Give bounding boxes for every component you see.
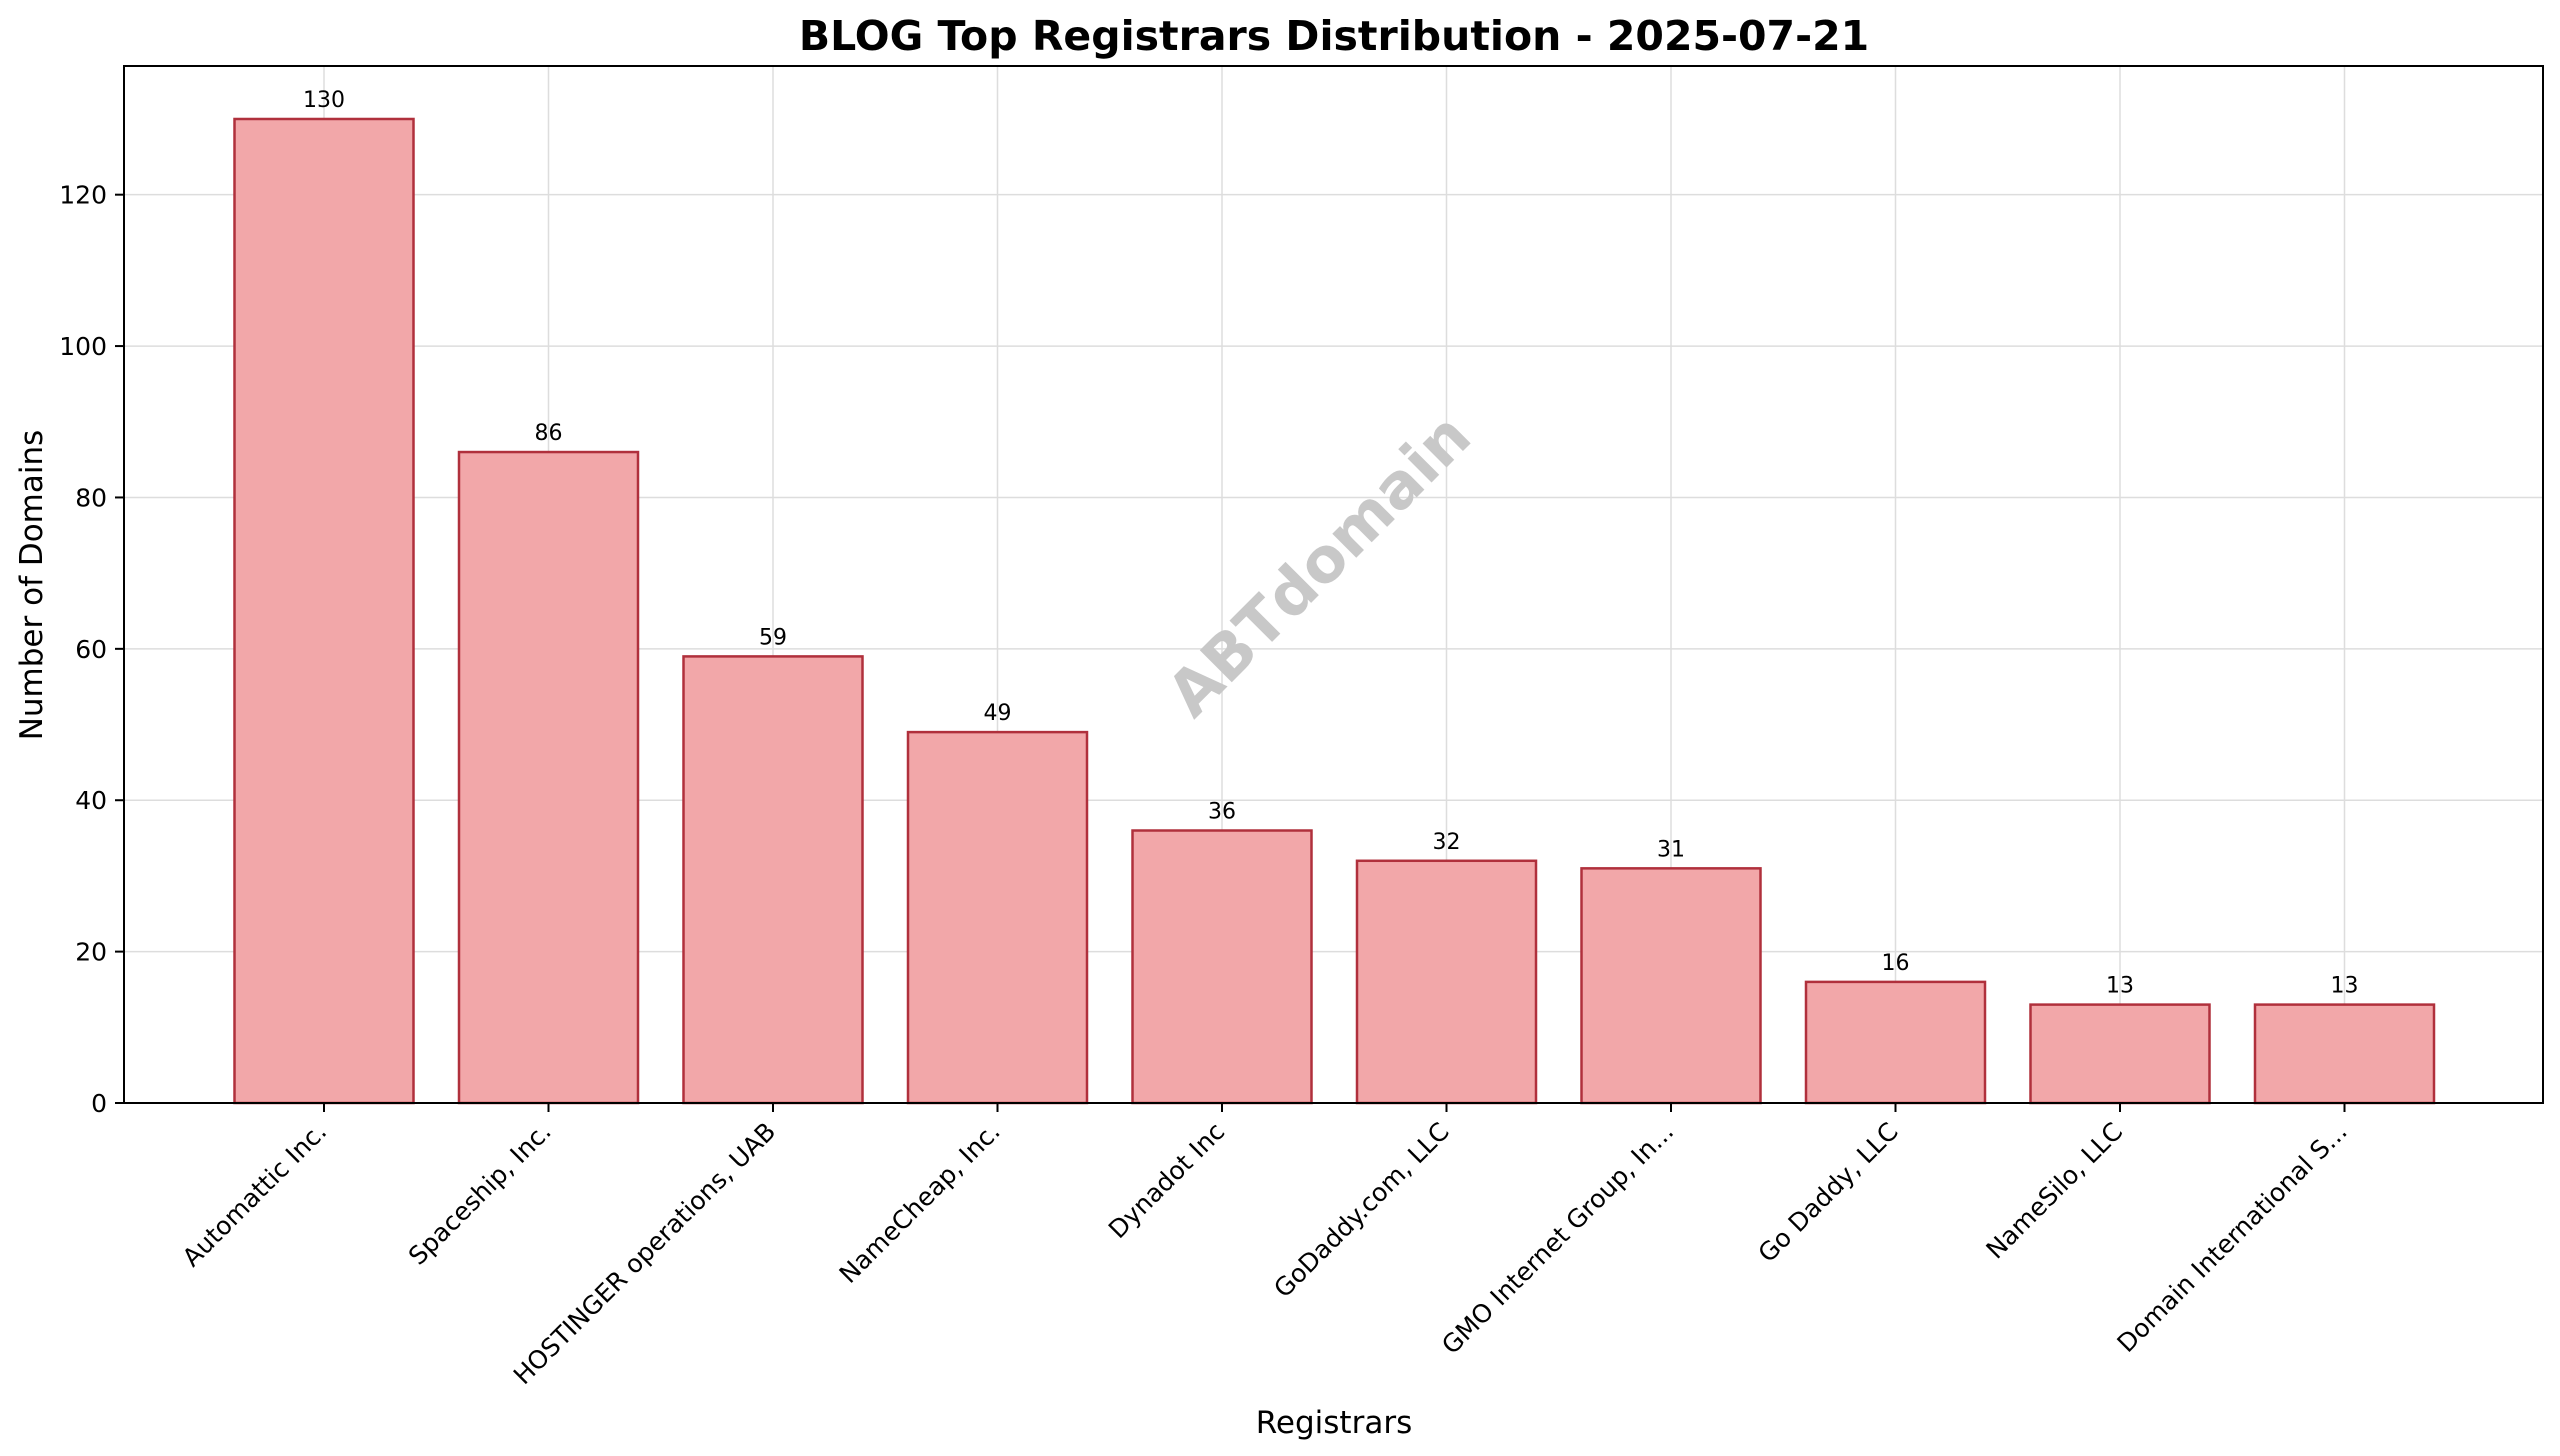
- bar-value-label: 13: [2331, 974, 2359, 999]
- bar: [2253, 1003, 2436, 1105]
- y-tick-label: 80: [75, 483, 107, 512]
- y-tick-label: 100: [59, 332, 107, 361]
- bar: [2029, 1003, 2211, 1105]
- bar-value-label: 13: [2106, 974, 2134, 999]
- bar: [457, 450, 640, 1105]
- bar-value-label: 16: [1882, 951, 1910, 976]
- y-tick-label: 0: [91, 1089, 107, 1118]
- y-tick-label: 60: [75, 635, 107, 664]
- axes-frame: [123, 65, 2544, 1104]
- bar: [233, 117, 415, 1105]
- bar-value-label: 59: [759, 625, 787, 650]
- bar-value-label: 31: [1657, 837, 1685, 862]
- y-tick-label: 40: [75, 786, 107, 815]
- bars: [233, 117, 2436, 1105]
- bar: [1580, 867, 1762, 1105]
- bar: [682, 655, 864, 1105]
- bar: [906, 730, 1089, 1105]
- y-axis: 0 20 40 60 80 100 120: [59, 181, 124, 1118]
- data-labels: 130 86 59 49 36 32 31 16 13 13: [303, 88, 2359, 999]
- bar: [1131, 829, 1313, 1105]
- y-tick-label: 120: [59, 181, 107, 210]
- bar-value-label: 36: [1208, 800, 1236, 825]
- bar: [1355, 859, 1538, 1105]
- bar-value-label: 130: [303, 88, 345, 113]
- x-axis-label: Registrars: [1256, 1405, 1412, 1441]
- y-tick-label: 20: [75, 938, 107, 967]
- bar-value-label: 49: [984, 701, 1012, 726]
- bar: [1804, 980, 1987, 1105]
- y-axis-label: Number of Domains: [14, 430, 50, 741]
- chart-title: BLOG Top Registrars Distribution - 2025-…: [799, 12, 1869, 60]
- bar-value-label: 86: [535, 421, 563, 446]
- bar-value-label: 32: [1433, 830, 1461, 855]
